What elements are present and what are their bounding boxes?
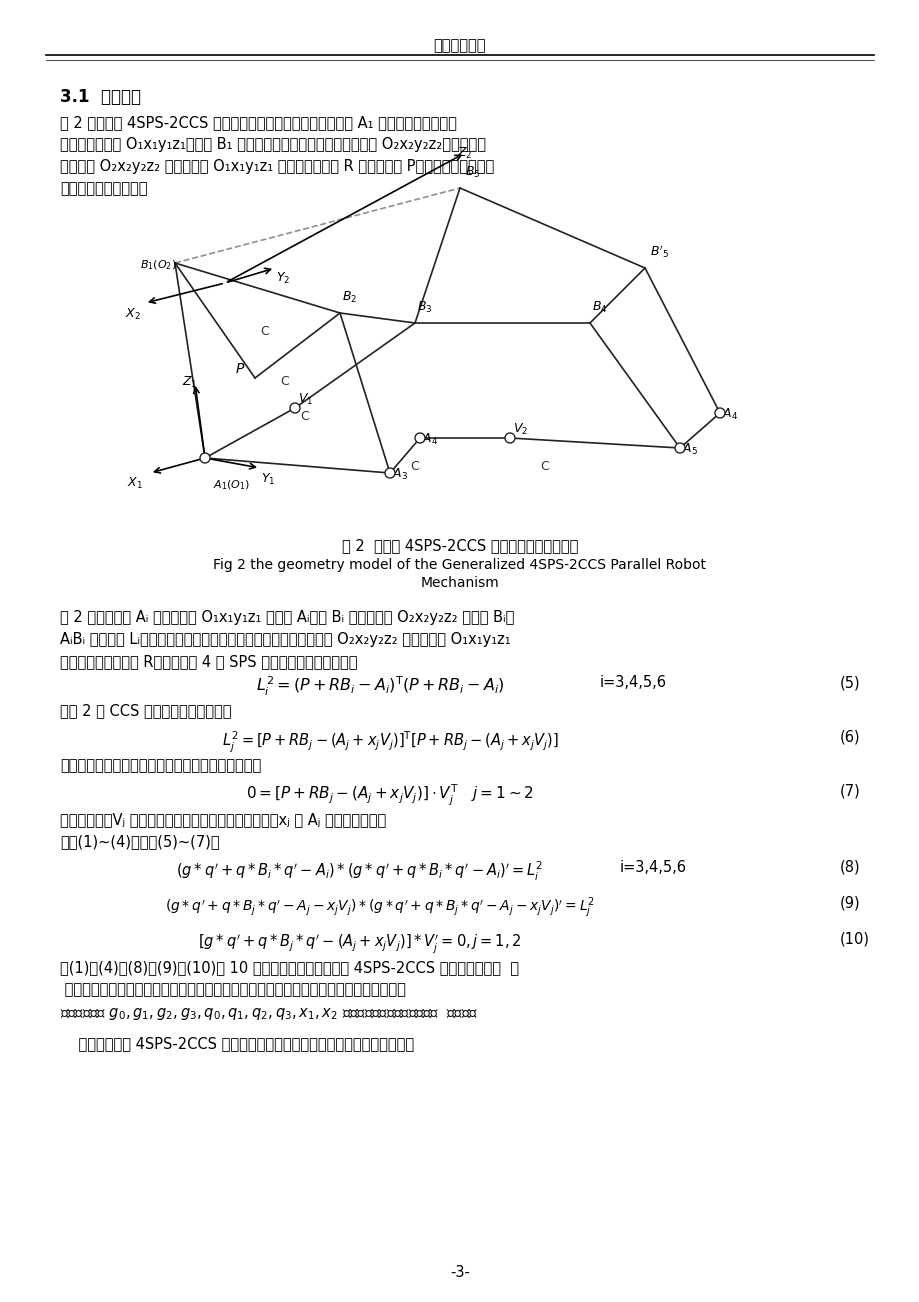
Text: 图 2 中，已知点 Aᵢ 在定坐标系 O₁x₁y₁z₁ 的坐标 Aᵢ，点 Bᵢ 在动坐标系 O₂x₂y₂z₂ 的坐标 Bᵢ，: 图 2 中，已知点 Aᵢ 在定坐标系 O₁x₁y₁z₁ 的坐标 Aᵢ，点 Bᵢ …	[60, 611, 514, 625]
Circle shape	[384, 467, 394, 478]
Text: $L_i^2=(P+RB_i-A_i)^{\rm T}(P+RB_i-A_i)$: $L_i^2=(P+RB_i-A_i)^{\rm T}(P+RB_i-A_i)$	[255, 674, 504, 698]
Text: $0=[P+RB_j-(A_j+x_jV_j)]\cdot V_j^{\rm T}\quad j=1\sim2$: $0=[P+RB_j-(A_j+x_jV_j)]\cdot V_j^{\rm T…	[245, 783, 533, 809]
Text: (5): (5)	[839, 674, 859, 690]
Text: $B_5$: $B_5$	[464, 165, 480, 180]
Text: (8): (8)	[839, 861, 859, 875]
Text: AᵢBᵢ 的长度为 Lᵢ。采用欧拉旋转矩阵表示方法，可以得到动坐标系 O₂x₂y₂z₂ 到定坐标系 O₁x₁y₁z₁: AᵢBᵢ 的长度为 Lᵢ。采用欧拉旋转矩阵表示方法，可以得到动坐标系 O₂x₂y…	[60, 631, 510, 647]
Text: (10): (10)	[839, 932, 869, 947]
Text: $B'_5$: $B'_5$	[650, 243, 668, 260]
Text: 图 2  台体型 4SPS-2CCS 广义并联机构几何模型: 图 2 台体型 4SPS-2CCS 广义并联机构几何模型	[342, 538, 577, 553]
Text: 3.1  数学建模: 3.1 数学建模	[60, 89, 141, 105]
Text: $P$: $P$	[234, 362, 245, 376]
Text: Fig 2 the geometry model of the Generalized 4SPS-2CCS Parallel Robot: Fig 2 the geometry model of the Generali…	[213, 559, 706, 572]
Text: 动坐标系 O₂x₂y₂z₂ 到定坐标系 O₁x₁y₁z₁ 的旋转变换矩阵 R 和平移矢量 P，就可以确定上台体: 动坐标系 O₂x₂y₂z₂ 到定坐标系 O₁x₁y₁z₁ 的旋转变换矩阵 R 和…	[60, 159, 494, 174]
Text: $A_4$: $A_4$	[422, 432, 437, 447]
Text: $B_1(O_2)$: $B_1(O_2)$	[140, 258, 176, 272]
Circle shape	[199, 453, 210, 464]
Text: (9): (9)	[839, 896, 859, 911]
Text: 数建立台体型 4SPS-2CCS 并联机构位置正解数学模型，虽然变量数比采用欧: 数建立台体型 4SPS-2CCS 并联机构位置正解数学模型，虽然变量数比采用欧	[60, 1036, 414, 1051]
Text: Mechanism: Mechanism	[420, 575, 499, 590]
Text: $[g*q^\prime+q*B_j*q^\prime-(A_j+x_jV_j)]*V_j^\prime=0,j=1,2$: $[g*q^\prime+q*B_j*q^\prime-(A_j+x_jV_j)…	[198, 932, 521, 954]
Text: 上述等式中，Vⱼ 为下台体圆柱副轴线的单位方向矢量，xⱼ 为 Aⱼ 到垂足的距离。: 上述等式中，Vⱼ 为下台体圆柱副轴线的单位方向矢量，xⱼ 为 Aⱼ 到垂足的距离…	[60, 812, 386, 827]
Text: 组的四元数表达形式，即本文求解的目标方程组。当该并联机构的各个输入给定时，目标: 组的四元数表达形式，即本文求解的目标方程组。当该并联机构的各个输入给定时，目标	[60, 982, 405, 997]
Text: 固结的定坐标系 O₁x₁y₁z₁，以点 B₁ 为原点建立与上台体固结的动坐标系 O₂x₂y₂z₂。只要求出: 固结的定坐标系 O₁x₁y₁z₁，以点 B₁ 为原点建立与上台体固结的动坐标系 …	[60, 137, 485, 152]
Text: 对于 2 条 CCS 腿，由杆长约束条件得: 对于 2 条 CCS 腿，由杆长约束条件得	[60, 703, 232, 717]
Text: i=3,4,5,6: i=3,4,5,6	[619, 861, 686, 875]
Text: (7): (7)	[839, 783, 860, 798]
Text: -3-: -3-	[449, 1266, 470, 1280]
Text: $V_1$: $V_1$	[298, 392, 313, 408]
Text: $V_2$: $V_2$	[513, 422, 528, 437]
Text: 精品论文大全: 精品论文大全	[433, 38, 486, 53]
Text: $Z_2$: $Z_2$	[457, 146, 472, 161]
Text: $A_5$: $A_5$	[681, 441, 698, 457]
Circle shape	[505, 434, 515, 443]
Text: $(g*q^\prime+q*B_i*q^\prime-A_i)*(g*q^\prime+q*B_i*q^\prime-A_i)^\prime=L_i^2$: $(g*q^\prime+q*B_i*q^\prime-A_i)*(g*q^\p…	[176, 861, 543, 883]
Text: $Y_2$: $Y_2$	[276, 271, 289, 286]
Text: 图 2 为台体型 4SPS-2CCS 广义并联机器人机构几何模型，以点 A₁ 为原点建立与下台体: 图 2 为台体型 4SPS-2CCS 广义并联机器人机构几何模型，以点 A₁ 为…	[60, 115, 457, 130]
Text: $B_2$: $B_2$	[342, 290, 357, 305]
Text: 式(1)，(4)，(8)，(9)，(10)共 10 个方程，便构成了台体型 4SPS-2CCS 并联位置正解方  程: 式(1)，(4)，(8)，(9)，(10)共 10 个方程，便构成了台体型 4S…	[60, 960, 518, 975]
Text: 方程组中只有 $g_0,g_1,g_2,g_3,q_0,q_1,q_2,q_3,x_1,x_2$ 为未知量，其他均为已知量。  应用四元: 方程组中只有 $g_0,g_1,g_2,g_3,q_0,q_1,q_2,q_3,…	[60, 1006, 478, 1022]
Text: $B_4$: $B_4$	[591, 299, 607, 315]
Text: $L_j^2=[P+RB_j-(A_j+x_jV_j)]^{\rm T}[P+RB_j-(A_j+x_jV_j)]$: $L_j^2=[P+RB_j-(A_j+x_jV_j)]^{\rm T}[P+R…	[221, 730, 558, 755]
Text: C: C	[279, 375, 289, 388]
Text: $B_3$: $B_3$	[416, 299, 432, 315]
Text: $(g*q^\prime+q*B_j*q^\prime-A_j-x_jV_j)*(g*q^\prime+q*B_j*q^\prime-A_j-x_jV_j)^\: $(g*q^\prime+q*B_j*q^\prime-A_j-x_jV_j)*…	[165, 896, 595, 921]
Text: (6): (6)	[839, 730, 859, 745]
Text: $Z_1$: $Z_1$	[182, 375, 198, 391]
Text: 的单位旋转变换矩阵 R。于是对于 4 条 SPS 腿，由杆长的约束条件有: 的单位旋转变换矩阵 R。于是对于 4 条 SPS 腿，由杆长的约束条件有	[60, 654, 357, 669]
Text: C: C	[300, 410, 309, 423]
Circle shape	[714, 408, 724, 418]
Text: $X_2$: $X_2$	[125, 307, 141, 322]
Text: $A_1(O_1)$: $A_1(O_1)$	[213, 478, 250, 492]
Text: 相对于下台体的位姿。: 相对于下台体的位姿。	[60, 181, 147, 197]
Text: $A_4$: $A_4$	[721, 408, 737, 422]
Text: C: C	[539, 460, 548, 473]
Text: $X_1$: $X_1$	[127, 477, 142, 491]
Text: i=3,4,5,6: i=3,4,5,6	[599, 674, 666, 690]
Circle shape	[289, 404, 300, 413]
Text: 将式(1)~(4)代入式(5)~(7)得: 将式(1)~(4)代入式(5)~(7)得	[60, 835, 220, 849]
Text: 由球心到圆柱副轴线的垂线与圆柱副轴线垂直关系有: 由球心到圆柱副轴线的垂线与圆柱副轴线垂直关系有	[60, 758, 261, 773]
Circle shape	[675, 443, 685, 453]
Circle shape	[414, 434, 425, 443]
Text: $Y_1$: $Y_1$	[260, 473, 275, 487]
Text: C: C	[260, 326, 268, 339]
Text: C: C	[410, 460, 418, 473]
Text: $A_3$: $A_3$	[391, 467, 408, 482]
